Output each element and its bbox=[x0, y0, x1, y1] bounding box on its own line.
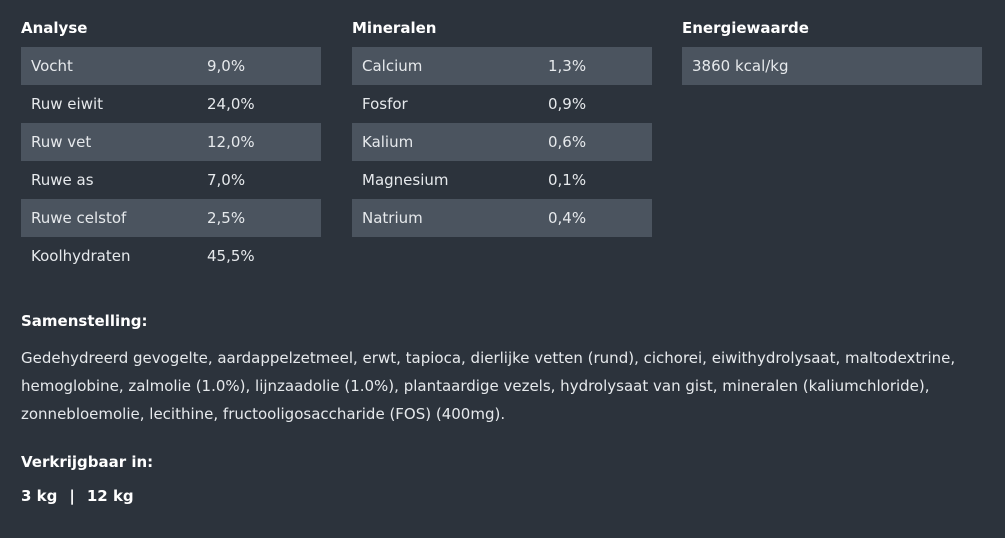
table-row: Ruwe as 7,0% bbox=[21, 161, 321, 199]
energie-table: 3860 kcal/kg bbox=[682, 47, 982, 85]
row-label: Natrium bbox=[362, 209, 423, 227]
row-value: 24,0% bbox=[207, 95, 255, 113]
row-label: 3860 kcal/kg bbox=[692, 57, 789, 75]
samenstelling-text: Gedehydreerd gevogelte, aardappelzetmeel… bbox=[21, 349, 956, 423]
row-value: 0,4% bbox=[548, 209, 587, 227]
mineralen-title: Mineralen bbox=[352, 19, 437, 37]
table-row: Calcium 1,3% bbox=[352, 47, 652, 85]
availability-options: 3 kg | 12 kg bbox=[21, 487, 134, 505]
samenstelling-title: Samenstelling: bbox=[21, 312, 148, 330]
row-value: 1,3% bbox=[548, 57, 587, 75]
table-row: Magnesium 0,1% bbox=[352, 161, 652, 199]
row-label: Ruw eiwit bbox=[31, 95, 104, 113]
row-label: Ruwe as bbox=[31, 171, 94, 189]
table-row: Ruw eiwit 24,0% bbox=[21, 85, 321, 123]
energie-title: Energiewaarde bbox=[682, 19, 809, 37]
size-option: 3 kg bbox=[21, 487, 58, 505]
analyse-title: Analyse bbox=[21, 19, 88, 37]
row-value: 2,5% bbox=[207, 209, 246, 227]
row-label: Calcium bbox=[362, 57, 423, 75]
row-value: 0,6% bbox=[548, 133, 587, 151]
table-row: Fosfor 0,9% bbox=[352, 85, 652, 123]
table-row: Vocht 9,0% bbox=[21, 47, 321, 85]
row-value: 45,5% bbox=[207, 247, 255, 265]
row-value: 0,9% bbox=[548, 95, 587, 113]
analyse-table: Vocht 9,0% Ruw eiwit 24,0% Ruw vet 12,0%… bbox=[21, 47, 321, 275]
row-label: Fosfor bbox=[362, 95, 408, 113]
separator: | bbox=[69, 487, 75, 505]
size-option: 12 kg bbox=[86, 487, 134, 505]
table-row: Ruwe celstof 2,5% bbox=[21, 199, 321, 237]
row-value: 9,0% bbox=[207, 57, 246, 75]
table-row: 3860 kcal/kg bbox=[682, 47, 982, 85]
row-label: Kalium bbox=[362, 133, 414, 151]
row-label: Ruw vet bbox=[31, 133, 92, 151]
row-label: Vocht bbox=[31, 57, 73, 75]
row-label: Ruwe celstof bbox=[31, 209, 127, 227]
table-row: Koolhydraten 45,5% bbox=[21, 237, 321, 275]
row-value: 12,0% bbox=[207, 133, 255, 151]
verkrijgbaar-title: Verkrijgbaar in: bbox=[21, 453, 154, 471]
row-value: 0,1% bbox=[548, 171, 587, 189]
mineralen-table: Calcium 1,3% Fosfor 0,9% Kalium 0,6% Mag… bbox=[352, 47, 652, 237]
table-row: Kalium 0,6% bbox=[352, 123, 652, 161]
table-row: Natrium 0,4% bbox=[352, 199, 652, 237]
row-label: Koolhydraten bbox=[31, 247, 131, 265]
row-label: Magnesium bbox=[362, 171, 449, 189]
row-value: 7,0% bbox=[207, 171, 246, 189]
table-row: Ruw vet 12,0% bbox=[21, 123, 321, 161]
